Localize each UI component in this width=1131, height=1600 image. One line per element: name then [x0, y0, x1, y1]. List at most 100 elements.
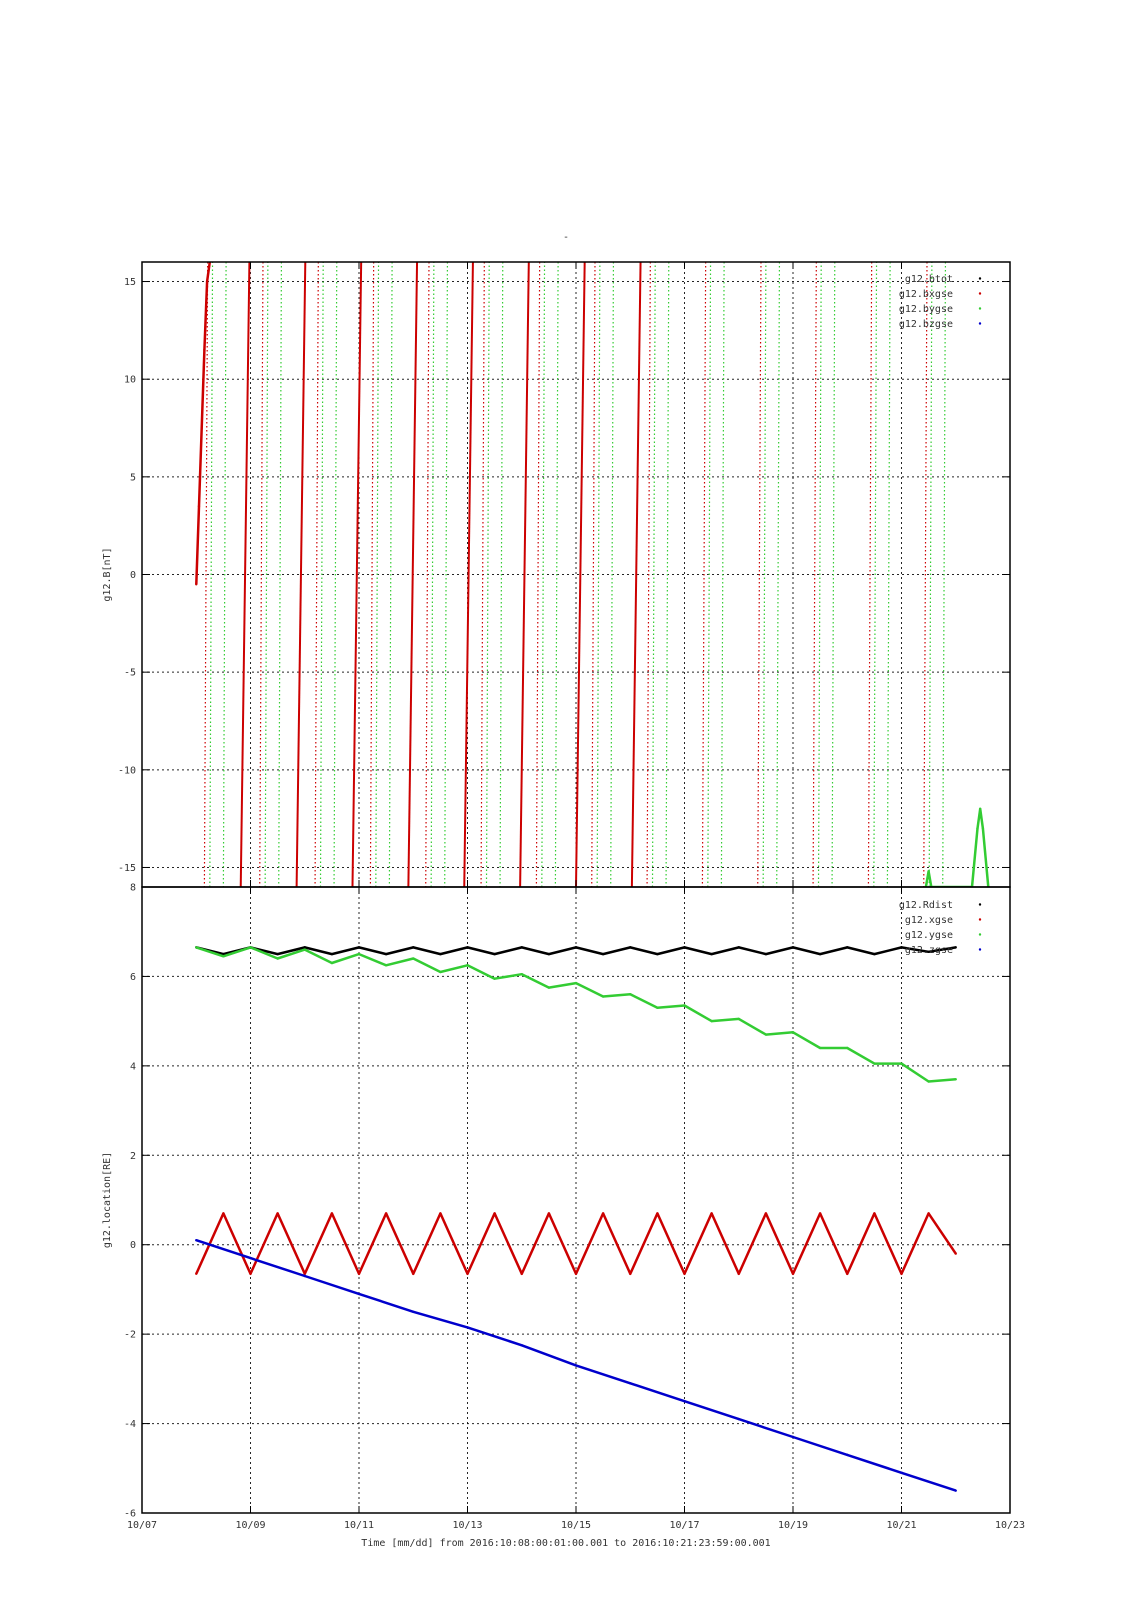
magnetic-field-series: [195, 262, 990, 887]
y-tick-label: -5: [124, 668, 136, 679]
data-point: [357, 952, 361, 956]
data-point: [629, 1382, 632, 1385]
data-point: [656, 1212, 659, 1215]
data-point: [330, 961, 334, 965]
data-point: [412, 946, 415, 949]
bxgse-wrap-trace: [407, 262, 419, 887]
data-point: [574, 1364, 578, 1367]
data-point: [900, 1062, 903, 1065]
data-point: [710, 952, 713, 956]
data-point: [195, 583, 198, 586]
time-x-ticks: 10/07 10/09 10/11 10/13 10/15 10/17 10/19 10/21…: [127, 1520, 1025, 1531]
data-point: [900, 946, 903, 949]
legend-marker: [978, 277, 982, 280]
data-point: [357, 1272, 361, 1275]
data-point: [574, 1272, 578, 1275]
bygse-dotted-trace: [388, 262, 393, 887]
bygse-dotted-trace: [554, 262, 559, 887]
data-point: [384, 952, 388, 956]
y-tick-label: 5: [130, 472, 136, 483]
data-point: [954, 1252, 957, 1255]
bxgse-dotted-trace: [314, 262, 319, 887]
data-point: [710, 1212, 713, 1215]
bxgse-dotted-trace: [369, 262, 375, 887]
data-point: [466, 1272, 469, 1275]
data-point: [384, 964, 388, 967]
data-point: [710, 1019, 713, 1023]
bygse-dotted-trace: [776, 262, 781, 887]
y-tick-label: 15: [124, 277, 136, 288]
legend-marker: [978, 933, 982, 936]
data-point: [222, 955, 225, 958]
bygse-dotted-trace: [209, 262, 214, 887]
bygse-dotted-trace: [720, 262, 725, 887]
legend-marker: [978, 322, 982, 325]
bxgse-dotted-trace: [535, 262, 541, 887]
data-point: [493, 952, 496, 956]
location-plot-frame: [141, 886, 1011, 1514]
data-point: [846, 1272, 849, 1275]
y-tick-label: 0: [130, 570, 136, 581]
legend-marker: [978, 948, 982, 951]
location-gridlines: [142, 887, 1010, 1513]
data-point: [737, 1017, 740, 1021]
data-point: [737, 1272, 740, 1275]
bxgse-wrap-trace: [463, 262, 474, 887]
legend-label: g12.zgse: [905, 945, 953, 956]
data-point: [195, 1272, 198, 1275]
bxgse-wrap-trace: [519, 262, 530, 887]
bxgse-wrap-trace: [630, 262, 642, 887]
data-point: [330, 1212, 334, 1215]
data-point: [195, 1239, 198, 1242]
data-point: [330, 952, 334, 956]
data-point: [927, 950, 930, 954]
data-point: [873, 1212, 876, 1215]
data-point: [791, 1435, 795, 1439]
bygse-dotted-trace: [928, 262, 933, 887]
data-point: [520, 1344, 523, 1347]
data-point: [927, 1212, 930, 1215]
data-point: [493, 1212, 496, 1215]
bxgse-dotted-trace: [923, 262, 928, 887]
bygse-dotted-trace: [651, 262, 656, 887]
x-tick-label: 10/15: [561, 1520, 591, 1531]
y-tick-label: 2: [130, 1151, 136, 1162]
legend-label: g12.bzgse: [899, 319, 953, 330]
data-point: [384, 1212, 388, 1215]
bygse-dotted-trace: [817, 262, 822, 887]
bygse-dotted-trace: [319, 262, 324, 887]
data-point: [303, 1274, 306, 1278]
data-point: [818, 952, 822, 956]
data-point: [520, 972, 523, 976]
bygse-dotted-trace: [596, 262, 601, 887]
magnetic-field-y-ticks: 15 10 5 0 -5 -10 -15: [118, 262, 1011, 887]
data-point: [466, 964, 469, 967]
data-point: [873, 952, 876, 956]
x-tick-label: 10/09: [235, 1520, 265, 1531]
data-point: [900, 1272, 903, 1275]
data-point: [439, 1212, 442, 1215]
data-point: [954, 1489, 957, 1492]
bxgse-dotted-trace: [425, 262, 430, 887]
bygse-dotted-trace: [665, 262, 670, 887]
data-point: [629, 1272, 632, 1275]
data-point: [547, 1212, 551, 1215]
legend-label: g12.Rdist: [899, 900, 953, 911]
data-point: [249, 1256, 252, 1260]
bygse-dotted-trace: [873, 262, 878, 887]
bxgse-wrap-trace: [239, 262, 251, 887]
x-tick-label: 10/23: [995, 1520, 1025, 1531]
bxgse-dotted-trace: [259, 262, 264, 887]
bxgse-dotted-trace: [646, 262, 651, 887]
data-point: [276, 952, 279, 956]
data-point: [764, 1033, 768, 1036]
data-point: [547, 952, 551, 956]
data-point: [203, 348, 206, 352]
data-point: [574, 946, 578, 949]
y-tick-label: 6: [130, 972, 136, 983]
bxgse-dotted-trace: [757, 262, 762, 887]
location-series: [195, 946, 957, 1492]
legend-label: g12.bxgse: [899, 289, 953, 300]
data-point: [976, 827, 979, 830]
